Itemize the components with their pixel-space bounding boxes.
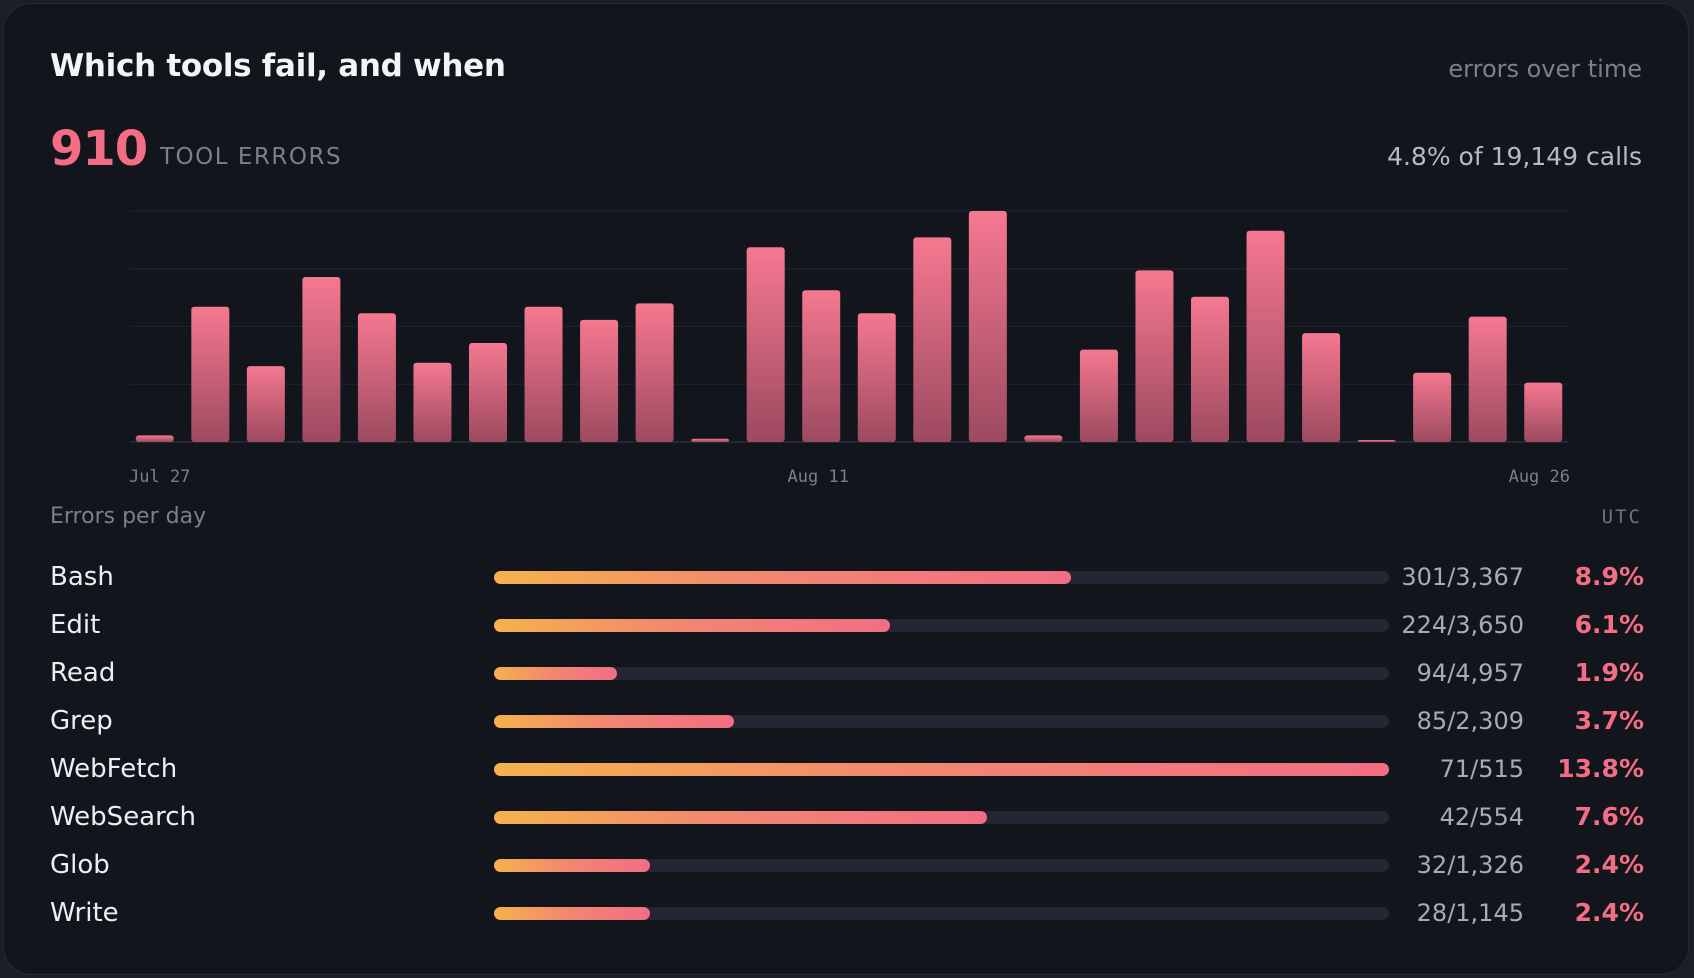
x-tick-label: Aug 26 xyxy=(1509,467,1570,487)
daily-error-bar xyxy=(580,319,619,442)
tool-error-percent: 2.4% xyxy=(1574,898,1644,927)
tool-error-ratio: 28/1,145 xyxy=(1416,899,1524,927)
error-rate-bar-fill xyxy=(494,619,890,632)
error-rate-bar-track xyxy=(494,667,1389,680)
error-rate-bar-fill xyxy=(494,571,1072,584)
tool-name: WebFetch xyxy=(50,754,178,784)
tool-name: Grep xyxy=(50,706,113,736)
tool-error-percent: 13.8% xyxy=(1557,754,1644,783)
tool-row: Edit 224/3,650 6.1% xyxy=(4,602,1688,650)
daily-error-bar xyxy=(802,290,841,442)
error-rate-bar-fill xyxy=(494,763,1389,776)
daily-error-bar xyxy=(524,306,563,442)
daily-error-bar xyxy=(357,313,396,442)
chart-caption: Errors per day xyxy=(50,504,207,529)
daily-error-bar xyxy=(135,435,174,442)
error-rate-bar-fill xyxy=(494,907,650,920)
daily-error-bar xyxy=(1302,333,1341,442)
daily-error-bar xyxy=(1191,296,1229,442)
daily-error-bar xyxy=(1357,440,1396,442)
tool-row: Glob 32/1,326 2.4% xyxy=(4,842,1688,890)
tool-error-percent: 3.7% xyxy=(1574,706,1644,735)
chart-x-ticks: Jul 27 Aug 11 Aug 26 xyxy=(129,467,1570,487)
daily-error-bar xyxy=(302,277,341,442)
tool-error-ratio: 224/3,650 xyxy=(1401,611,1524,639)
tool-error-ratio: 85/2,309 xyxy=(1416,707,1524,735)
error-rate-bar-track xyxy=(494,811,1389,824)
error-rate-bar-track xyxy=(494,907,1389,920)
error-rate-bar-track xyxy=(494,619,1389,632)
chart-grid xyxy=(130,210,1568,443)
card-title: Which tools fail, and when xyxy=(50,48,506,84)
tool-error-ratio: 94/4,957 xyxy=(1416,659,1524,687)
error-rate-summary: 4.8% of 19,149 calls xyxy=(1387,142,1642,171)
tool-error-ratio: 301/3,367 xyxy=(1401,563,1524,591)
error-rate-bar-fill xyxy=(494,859,650,872)
daily-error-bar xyxy=(191,306,230,442)
daily-error-bar xyxy=(1524,382,1563,442)
error-count: 910 xyxy=(50,121,148,177)
error-rate-bar-track xyxy=(494,859,1389,872)
tool-row: Read 94/4,957 1.9% xyxy=(4,650,1688,698)
error-rate-bar-track xyxy=(494,571,1389,584)
tool-name: Read xyxy=(50,658,116,688)
tool-error-percent: 2.4% xyxy=(1574,850,1644,879)
daily-error-bar xyxy=(1079,349,1118,442)
error-rate-bar-fill xyxy=(494,715,734,728)
tool-name: Edit xyxy=(50,610,101,640)
daily-error-bar xyxy=(746,247,785,442)
daily-error-bar xyxy=(413,362,452,442)
daily-error-bar xyxy=(1246,230,1285,442)
errors-per-day-chart: Jul 27 Aug 11 Aug 26 xyxy=(129,210,1570,487)
error-count-label: TOOL ERRORS xyxy=(160,144,343,170)
tool-error-ratio: 42/554 xyxy=(1439,803,1524,831)
tool-name: Write xyxy=(50,898,119,928)
daily-error-bar xyxy=(1135,270,1174,442)
daily-error-bar xyxy=(1468,316,1507,442)
tool-name: Glob xyxy=(50,850,110,880)
error-rate-bar-track xyxy=(494,763,1389,776)
tool-error-percent: 6.1% xyxy=(1574,610,1644,639)
tool-error-ratio: 71/515 xyxy=(1439,755,1524,783)
error-rate-bar-fill xyxy=(494,811,987,824)
tool-row: Grep 85/2,309 3.7% xyxy=(4,698,1688,746)
tool-errors-card: Which tools fail, and when errors over t… xyxy=(3,3,1689,975)
tool-name: Bash xyxy=(50,562,114,592)
daily-error-bar xyxy=(968,211,1007,442)
tool-error-percent: 7.6% xyxy=(1574,802,1644,831)
tool-row: Write 28/1,145 2.4% xyxy=(4,890,1688,938)
card-subtitle: errors over time xyxy=(1448,55,1642,83)
tool-error-percent: 1.9% xyxy=(1574,658,1644,687)
chart-bars xyxy=(135,211,1563,442)
daily-error-bar xyxy=(857,313,896,442)
daily-error-bar xyxy=(469,343,507,442)
timezone-label: UTC xyxy=(1601,506,1642,528)
daily-error-bar xyxy=(1413,372,1452,442)
tool-name: WebSearch xyxy=(50,802,197,832)
tool-error-ratio: 32/1,326 xyxy=(1416,851,1524,879)
error-rate-bar-track xyxy=(494,715,1389,728)
error-rate-bar-fill xyxy=(494,667,618,680)
daily-error-bar xyxy=(246,366,285,442)
tool-row: WebFetch 71/515 13.8% xyxy=(4,746,1688,794)
tool-row: WebSearch 42/554 7.6% xyxy=(4,794,1688,842)
tool-row: Bash 301/3,367 8.9% xyxy=(4,554,1688,602)
x-tick-label: Jul 27 xyxy=(129,467,190,487)
daily-error-bar xyxy=(913,237,952,442)
daily-error-bar xyxy=(691,438,730,442)
x-tick-label: Aug 11 xyxy=(788,467,849,487)
daily-error-bar xyxy=(1024,435,1063,442)
daily-error-bar xyxy=(635,303,674,442)
tool-error-percent: 8.9% xyxy=(1574,562,1644,591)
